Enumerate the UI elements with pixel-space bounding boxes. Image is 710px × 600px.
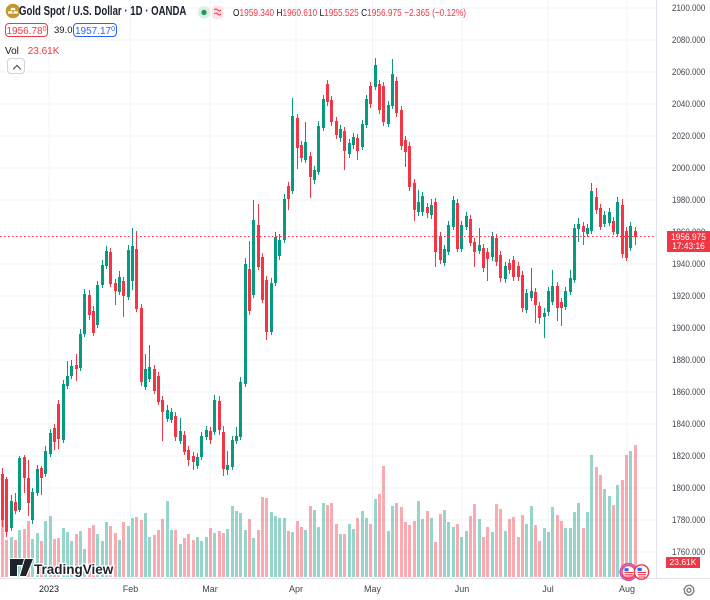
svg-text:TradingView: TradingView [34, 562, 114, 577]
